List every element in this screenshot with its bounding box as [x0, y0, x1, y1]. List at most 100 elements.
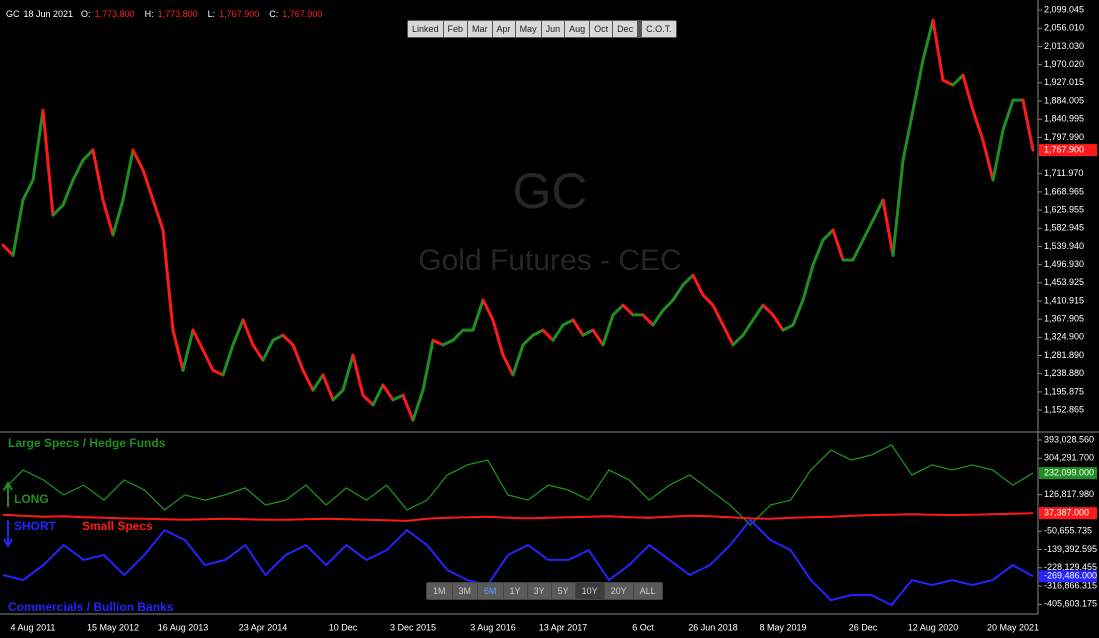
toolbar-button[interactable]: May [515, 21, 541, 37]
toolbar-button[interactable]: Apr [492, 21, 515, 37]
ohlc-value: 1,767.900 [282, 9, 323, 19]
legend-label: Small Specs [82, 519, 153, 533]
x-tick-label: 15 May 2012 [87, 622, 139, 632]
y-tick-label: 1,582.945 [1044, 223, 1084, 233]
price-segment [271, 333, 285, 342]
price-segment [371, 383, 385, 407]
price-segment [321, 373, 335, 402]
price-segment [501, 353, 515, 377]
y-tick-label: 1,927.015 [1044, 77, 1084, 87]
range-button[interactable]: 1Y [503, 583, 527, 599]
series-line [2, 518, 1034, 607]
ohlc-header: GC 18 Jun 2021 O: 1,773.800 H: 1,773.800 L: 1… [6, 9, 328, 19]
range-button[interactable]: 5Y [551, 583, 575, 599]
series-line [2, 512, 1034, 522]
x-tick-label: 8 May 2019 [759, 622, 806, 632]
price-segment [111, 198, 125, 237]
y-tick-label: -228,129.455 [1044, 562, 1097, 572]
price-segment [391, 393, 405, 402]
toolbar-button[interactable]: Dec [613, 21, 638, 37]
y-tick-label: -139,392.595 [1044, 544, 1097, 554]
price-segment [581, 328, 595, 337]
toolbar-button[interactable]: C.O.T. [642, 21, 676, 37]
y-tick-label: 304,291.700 [1044, 453, 1094, 463]
price-segment [261, 338, 275, 362]
legend-label: Commercials / Bullion Banks [8, 600, 174, 614]
y-tick-label: 1,539.940 [1044, 241, 1084, 251]
price-segment [851, 238, 865, 262]
price-segment [611, 303, 625, 317]
toolbar-button[interactable]: Mar [468, 21, 492, 37]
range-button[interactable]: 3Y [527, 583, 551, 599]
price-segment [1021, 98, 1035, 152]
series-line [2, 444, 1034, 526]
price-segment [821, 228, 835, 242]
price-segment [151, 198, 165, 232]
legend-label: Large Specs / Hedge Funds [8, 436, 166, 450]
y-tick-label: 1,884.005 [1044, 95, 1084, 105]
range-button[interactable]: ALL [633, 583, 662, 599]
price-segment [381, 383, 395, 402]
price-segment [531, 328, 545, 337]
x-tick-label: 3 Dec 2015 [390, 622, 436, 632]
y-tick-label: 1,711.970 [1044, 168, 1083, 178]
price-segment [301, 368, 315, 392]
toolbar-button[interactable]: Linked [408, 21, 443, 37]
price-segment [891, 158, 905, 257]
last-value-box [1039, 144, 1097, 157]
range-button[interactable]: 1M [427, 583, 452, 599]
price-segment [121, 148, 135, 202]
price-segment [361, 393, 375, 407]
price-segment [171, 328, 185, 372]
price-segment [71, 158, 85, 182]
range-button[interactable]: 10Y [575, 583, 604, 599]
toolbar-button[interactable]: Jun [541, 21, 565, 37]
range-buttons: 1M 3M 6M 1Y 3Y 5Y 10Y 20Y ALL [426, 582, 663, 600]
toolbar-button[interactable]: Aug [565, 21, 590, 37]
price-segment [451, 328, 465, 342]
price-segment [861, 218, 875, 242]
toolbar-button[interactable]: Oct [590, 21, 613, 37]
price-segment [401, 393, 415, 422]
price-segment [941, 78, 955, 87]
price-segment [481, 298, 495, 322]
price-segment [711, 303, 725, 327]
price-segment [561, 318, 575, 327]
price-segment [641, 313, 655, 327]
price-segment [291, 343, 305, 372]
y-tick-label: 1,496.930 [1044, 259, 1084, 269]
date: 18 Jun 2021 [23, 9, 74, 19]
price-segment [621, 303, 635, 317]
price-segment [431, 338, 445, 347]
ohlc-key: H: [144, 9, 154, 19]
price-segment [681, 273, 695, 287]
price-segment [211, 368, 225, 377]
ohlc-value: 1,767.900 [219, 9, 260, 19]
price-segment [311, 373, 325, 392]
price-segment [931, 18, 945, 82]
price-segment [721, 323, 735, 347]
price-segment [971, 108, 985, 142]
last-value-box [1039, 570, 1097, 583]
price-segment [571, 318, 585, 337]
y-tick-label: 1,625.955 [1044, 204, 1084, 214]
range-button[interactable]: 3M [452, 583, 478, 599]
y-tick-label: -50,655.735 [1044, 526, 1092, 536]
price-segment [281, 333, 295, 347]
price-segment [671, 283, 685, 302]
price-segment [471, 298, 485, 332]
price-segment [981, 138, 995, 182]
toolbar-button[interactable]: Feb [443, 21, 468, 37]
range-button[interactable]: 6M [478, 583, 503, 599]
price-segment [901, 108, 915, 162]
range-button[interactable]: 20Y [604, 583, 633, 599]
price-segment [701, 293, 715, 307]
long-arrow [3, 480, 13, 507]
price-segment [741, 318, 755, 337]
y-tick-label: 2,099.045 [1044, 5, 1084, 15]
y-tick-label: 2,013.030 [1044, 41, 1084, 51]
price-segment [161, 228, 175, 332]
y-tick-label: 2,056.010 [1044, 23, 1084, 33]
y-tick-label: 1,840.995 [1044, 114, 1084, 124]
